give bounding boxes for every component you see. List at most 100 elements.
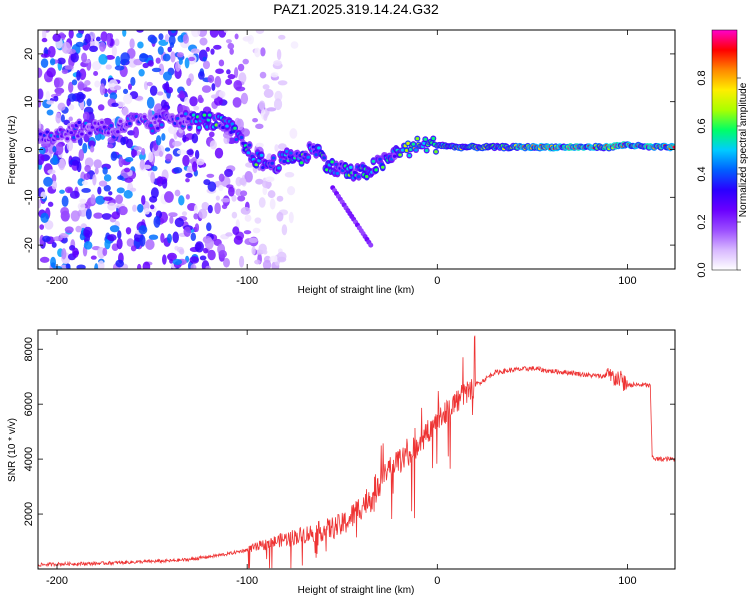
heatmap-cell	[126, 238, 134, 247]
heatmap-cell	[169, 216, 174, 224]
heatmap-cell	[161, 133, 166, 141]
heatmap-cell	[170, 51, 176, 63]
heatmap-cell	[77, 202, 86, 211]
heatmap-cell	[162, 53, 171, 62]
heatmap-cell	[38, 198, 42, 209]
heatmap-cell	[330, 160, 334, 164]
heatmap-cell	[89, 45, 98, 53]
heatmap-cell	[259, 71, 267, 79]
spectrogram-x-tick-label: 0	[434, 275, 440, 287]
heatmap-cell	[78, 149, 85, 162]
heatmap-cell	[262, 185, 268, 196]
heatmap-cell	[198, 208, 208, 219]
heatmap-cell	[184, 57, 190, 69]
heatmap-cell	[68, 30, 74, 39]
heatmap-cell	[60, 114, 65, 123]
heatmap-cell	[99, 83, 106, 96]
heatmap-cell	[66, 98, 71, 107]
spectrogram-x-ticks: -200 -100 0 100	[46, 30, 637, 287]
heatmap-cell	[207, 113, 212, 117]
heatmap-cell	[76, 32, 83, 38]
spectrogram-y-tick-label: 10	[23, 96, 35, 108]
heatmap-cell	[244, 214, 252, 222]
heatmap-cell	[246, 151, 251, 155]
colorbar-ticks: 0.0 0.2 0.4 0.6 0.8	[696, 70, 741, 278]
heatmap-cell	[259, 153, 264, 157]
heatmap-cell	[290, 41, 299, 49]
heatmap-cell	[129, 38, 135, 49]
heatmap-cell	[115, 194, 124, 205]
heatmap-cell	[52, 154, 58, 165]
heatmap-cell	[206, 222, 212, 232]
heatmap-cell	[198, 71, 205, 80]
heatmap-cell	[159, 123, 164, 127]
heatmap-cell	[153, 120, 157, 125]
heatmap-cell	[218, 90, 226, 98]
heatmap-cell	[223, 30, 229, 33]
heatmap-cell	[70, 52, 79, 63]
heatmap-cell	[211, 83, 216, 91]
snr-x-ticks: -200 -100 0 100	[46, 330, 637, 587]
heatmap-cell	[248, 237, 258, 244]
heatmap-cell	[109, 92, 118, 100]
heatmap-cell	[104, 239, 111, 250]
heatmap-cell	[262, 84, 270, 90]
heatmap-cell	[213, 44, 222, 50]
heatmap-cell	[151, 67, 162, 73]
heatmap-cell	[117, 230, 122, 240]
heatmap-cell	[185, 172, 193, 178]
heatmap-cell	[235, 86, 246, 92]
heatmap-cell	[398, 153, 402, 157]
heatmap-cell	[139, 234, 146, 247]
heatmap-cell	[167, 233, 172, 244]
heatmap-cell	[150, 187, 159, 199]
heatmap-cell	[155, 135, 162, 146]
heatmap-cell	[88, 131, 92, 135]
heatmap-cell	[202, 56, 207, 62]
heatmap-cell	[218, 249, 228, 259]
heatmap-cell	[378, 157, 382, 161]
heatmap-cell	[123, 88, 129, 95]
heatmap-cell	[118, 205, 128, 216]
heatmap-cell	[162, 83, 170, 91]
heatmap-cell	[61, 41, 72, 54]
heatmap-cell	[210, 94, 218, 99]
heatmap-cell	[61, 195, 69, 207]
heatmap-cell	[57, 57, 66, 65]
heatmap-cell	[168, 35, 176, 46]
heatmap-cell	[131, 149, 138, 157]
heatmap-cell	[134, 115, 139, 119]
heatmap-cell	[210, 48, 215, 55]
heatmap-cell	[154, 115, 159, 119]
heatmap-cell	[104, 93, 109, 98]
heatmap-cell	[165, 153, 173, 162]
heatmap-cell	[107, 202, 117, 211]
heatmap-cell	[209, 30, 219, 38]
heatmap-cell	[111, 211, 121, 220]
snr-x-tick-label: -100	[236, 575, 258, 587]
heatmap-cell	[215, 195, 220, 201]
heatmap-cell	[75, 41, 84, 48]
heatmap-cell	[93, 212, 103, 219]
heatmap-cell	[148, 151, 154, 163]
heatmap-cell	[273, 60, 282, 66]
heatmap-cell	[42, 30, 47, 40]
heatmap-cell	[214, 147, 224, 159]
heatmap-cell	[51, 173, 57, 183]
heatmap-cell	[208, 131, 215, 138]
heatmap-cell	[244, 170, 253, 183]
heatmap-cell	[335, 171, 340, 176]
heatmap-cell	[173, 121, 177, 125]
heatmap-cell	[288, 211, 294, 224]
colorbar-tick-label: 0.4	[696, 166, 708, 181]
heatmap-cell	[102, 247, 108, 257]
heatmap-cell	[110, 151, 118, 162]
heatmap-cell	[70, 210, 80, 222]
heatmap-cell	[100, 31, 108, 42]
heatmap-cell	[252, 227, 261, 234]
heatmap-cell	[269, 255, 280, 263]
heatmap-cell	[40, 58, 49, 68]
heatmap-cell	[284, 171, 295, 178]
heatmap-cell	[181, 211, 188, 217]
